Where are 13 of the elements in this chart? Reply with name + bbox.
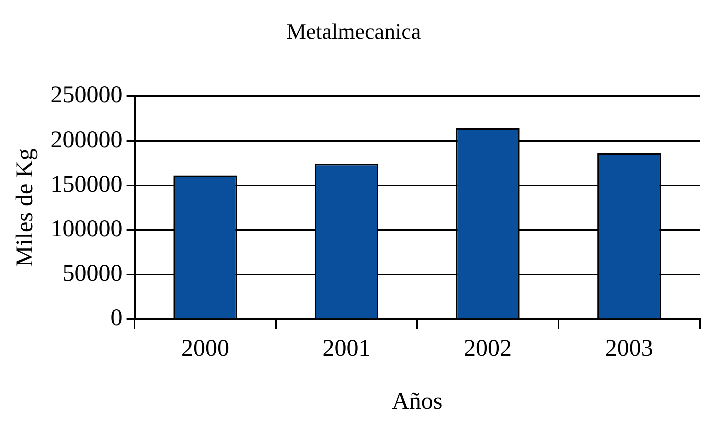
y-tick-label: 0 [110,306,123,332]
x-tick-label: 2003 [605,336,654,362]
x-tick-label: 2000 [181,336,230,362]
y-tick-label: 100000 [50,216,123,242]
y-axis-title: Miles de Kg [12,148,39,268]
chart-title: Metalmecanica [286,18,422,44]
y-tick-label: 150000 [50,172,123,198]
x-tick-label: 2001 [322,336,371,362]
y-tick-label: 200000 [50,127,123,154]
x-axis-title: Años [392,388,443,415]
y-tick-label: 250000 [50,82,123,109]
y-tick-label: 50000 [62,261,123,288]
x-tick-label: 2002 [464,336,512,362]
